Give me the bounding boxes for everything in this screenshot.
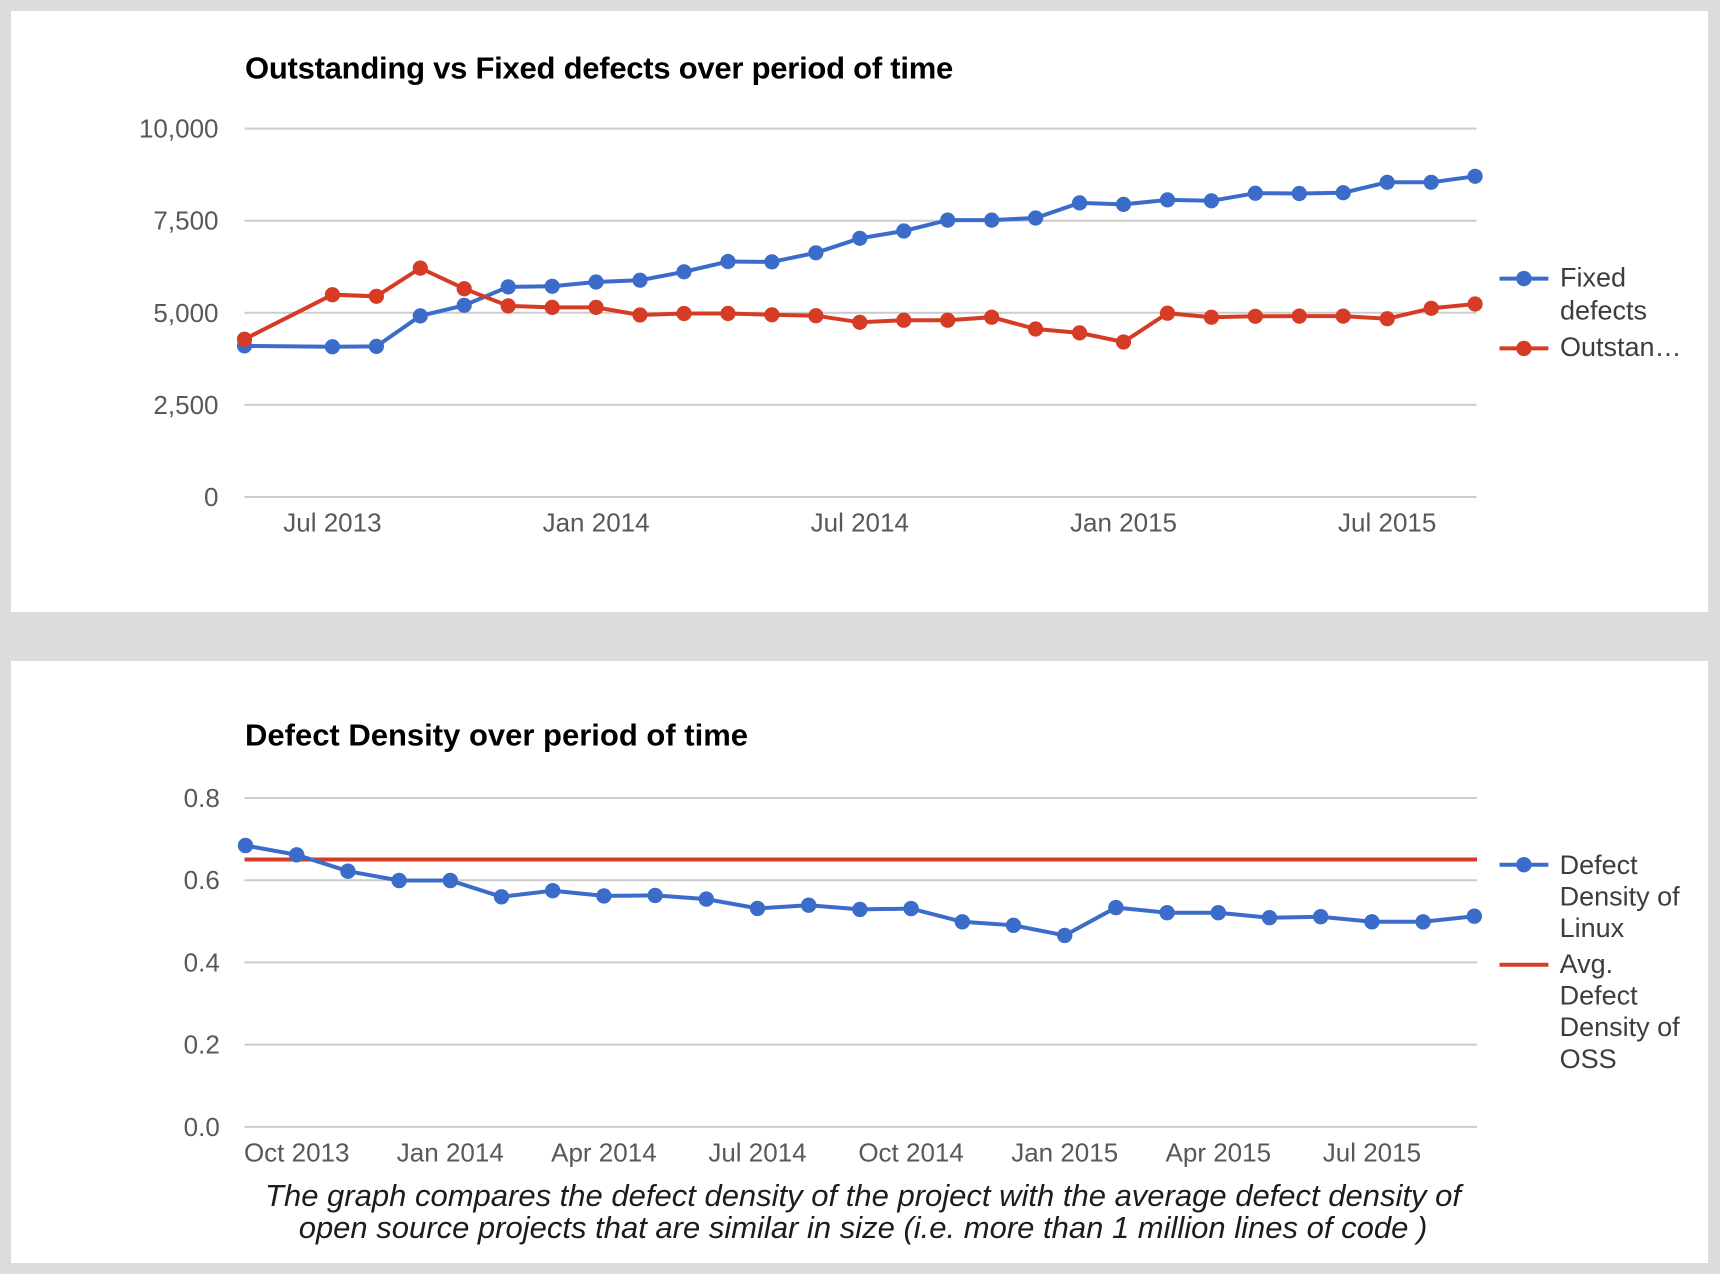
svg-text:Defect: Defect: [1560, 981, 1639, 1011]
svg-text:Apr 2015: Apr 2015: [1166, 1138, 1272, 1168]
svg-text:Jul 2014: Jul 2014: [811, 508, 909, 538]
svg-text:Jan 2015: Jan 2015: [1011, 1138, 1118, 1168]
svg-text:0.8: 0.8: [184, 783, 220, 813]
svg-text:Jul 2015: Jul 2015: [1338, 508, 1436, 538]
svg-text:Jul 2015: Jul 2015: [1323, 1138, 1421, 1168]
svg-text:Outstan…: Outstan…: [1560, 332, 1682, 362]
svg-text:The graph compares the defect: The graph compares the defect density of…: [265, 1178, 1464, 1213]
svg-text:5,000: 5,000: [153, 298, 218, 328]
svg-text:Jul 2013: Jul 2013: [283, 508, 381, 538]
svg-text:Jan 2015: Jan 2015: [1070, 508, 1177, 538]
svg-text:Jan 2014: Jan 2014: [543, 508, 650, 538]
svg-text:Jul 2014: Jul 2014: [708, 1138, 806, 1168]
svg-text:0: 0: [204, 482, 218, 512]
svg-text:open source projects that are: open source projects that are similar in…: [299, 1210, 1428, 1245]
svg-text:Defect: Defect: [1560, 850, 1639, 880]
svg-text:Defect Density over period of: Defect Density over period of time: [245, 717, 748, 752]
svg-text:Apr 2014: Apr 2014: [551, 1138, 657, 1168]
svg-text:7,500: 7,500: [153, 206, 218, 236]
svg-text:Density of: Density of: [1560, 882, 1681, 912]
svg-text:2,500: 2,500: [153, 390, 218, 420]
svg-text:OSS: OSS: [1560, 1044, 1617, 1074]
svg-text:0.4: 0.4: [184, 947, 220, 977]
svg-text:0.0: 0.0: [184, 1112, 220, 1142]
svg-text:Density of: Density of: [1560, 1012, 1681, 1042]
svg-text:10,000: 10,000: [139, 114, 219, 144]
svg-text:Fixed: Fixed: [1560, 263, 1626, 293]
svg-text:Avg.: Avg.: [1560, 949, 1614, 979]
svg-text:Oct 2013: Oct 2013: [244, 1138, 350, 1168]
svg-text:Oct 2014: Oct 2014: [858, 1138, 964, 1168]
svg-text:0.2: 0.2: [184, 1030, 220, 1060]
svg-text:Outstanding vs Fixed defects o: Outstanding vs Fixed defects over period…: [245, 51, 953, 86]
svg-text:Linux: Linux: [1560, 913, 1625, 943]
svg-text:0.6: 0.6: [184, 865, 220, 895]
svg-text:defects: defects: [1560, 295, 1647, 325]
svg-text:Jan 2014: Jan 2014: [397, 1138, 504, 1168]
